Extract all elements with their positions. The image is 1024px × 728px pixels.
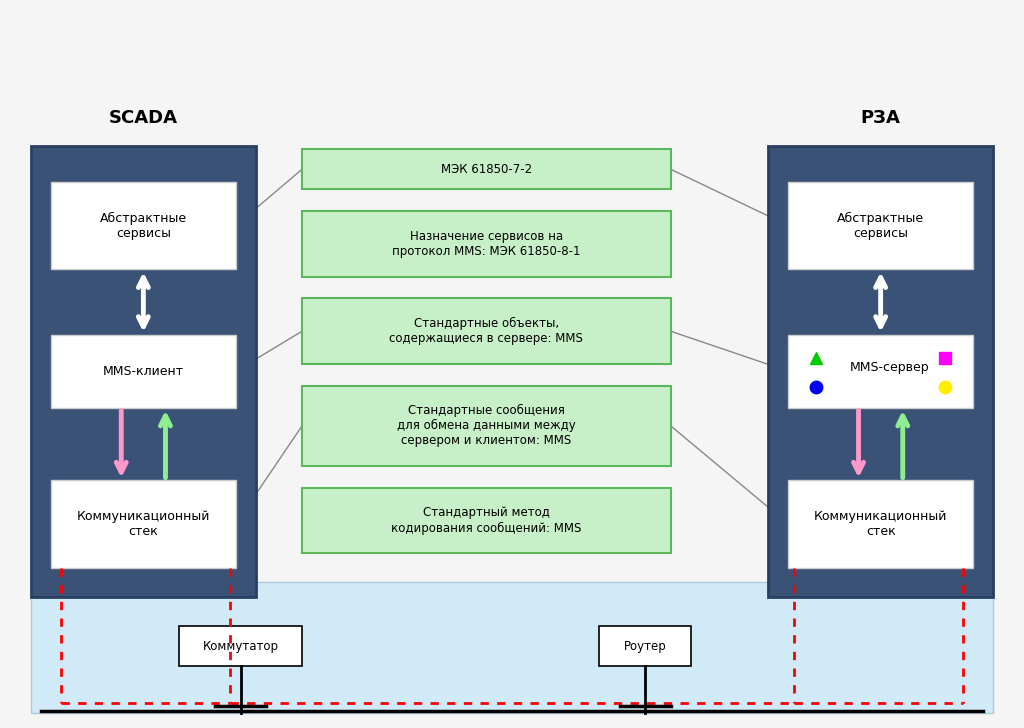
- Text: Стандартные сообщения
для обмена данными между
сервером и клиентом: MMS: Стандартные сообщения для обмена данными…: [397, 404, 575, 448]
- Text: SCADA: SCADA: [109, 109, 178, 127]
- Text: РЗА: РЗА: [861, 109, 900, 127]
- Bar: [31, 146, 256, 597]
- Bar: [302, 386, 671, 466]
- Bar: [179, 626, 302, 666]
- Bar: [51, 335, 236, 408]
- Bar: [599, 626, 691, 666]
- Text: Абстрактные
сервисы: Абстрактные сервисы: [837, 212, 925, 240]
- Text: МЭК 61850-7-2: МЭК 61850-7-2: [441, 163, 531, 175]
- Text: Стандартные объекты,
содержащиеся в сервере: MMS: Стандартные объекты, содержащиеся в серв…: [389, 317, 584, 345]
- Bar: [31, 582, 993, 713]
- Text: MMS-сервер: MMS-сервер: [850, 361, 930, 374]
- Text: Назначение сервисов на
протокол MMS: МЭК 61850-8-1: Назначение сервисов на протокол MMS: МЭК…: [392, 230, 581, 258]
- Text: Коммутатор: Коммутатор: [203, 640, 279, 652]
- Bar: [302, 211, 671, 277]
- Bar: [302, 149, 671, 189]
- Bar: [51, 182, 236, 269]
- Bar: [51, 480, 236, 568]
- Bar: [788, 335, 973, 408]
- Bar: [768, 146, 993, 597]
- Bar: [302, 488, 671, 553]
- Text: Коммуникационный
стек: Коммуникационный стек: [77, 510, 210, 538]
- Bar: [302, 298, 671, 364]
- Bar: [788, 480, 973, 568]
- Text: Стандартный метод
кодирования сообщений: MMS: Стандартный метод кодирования сообщений:…: [391, 507, 582, 534]
- Bar: [788, 182, 973, 269]
- Text: Абстрактные
сервисы: Абстрактные сервисы: [99, 212, 187, 240]
- Text: MMS-клиент: MMS-клиент: [102, 365, 184, 378]
- Text: Коммуникационный
стек: Коммуникационный стек: [814, 510, 947, 538]
- Text: Роутер: Роутер: [624, 640, 667, 652]
